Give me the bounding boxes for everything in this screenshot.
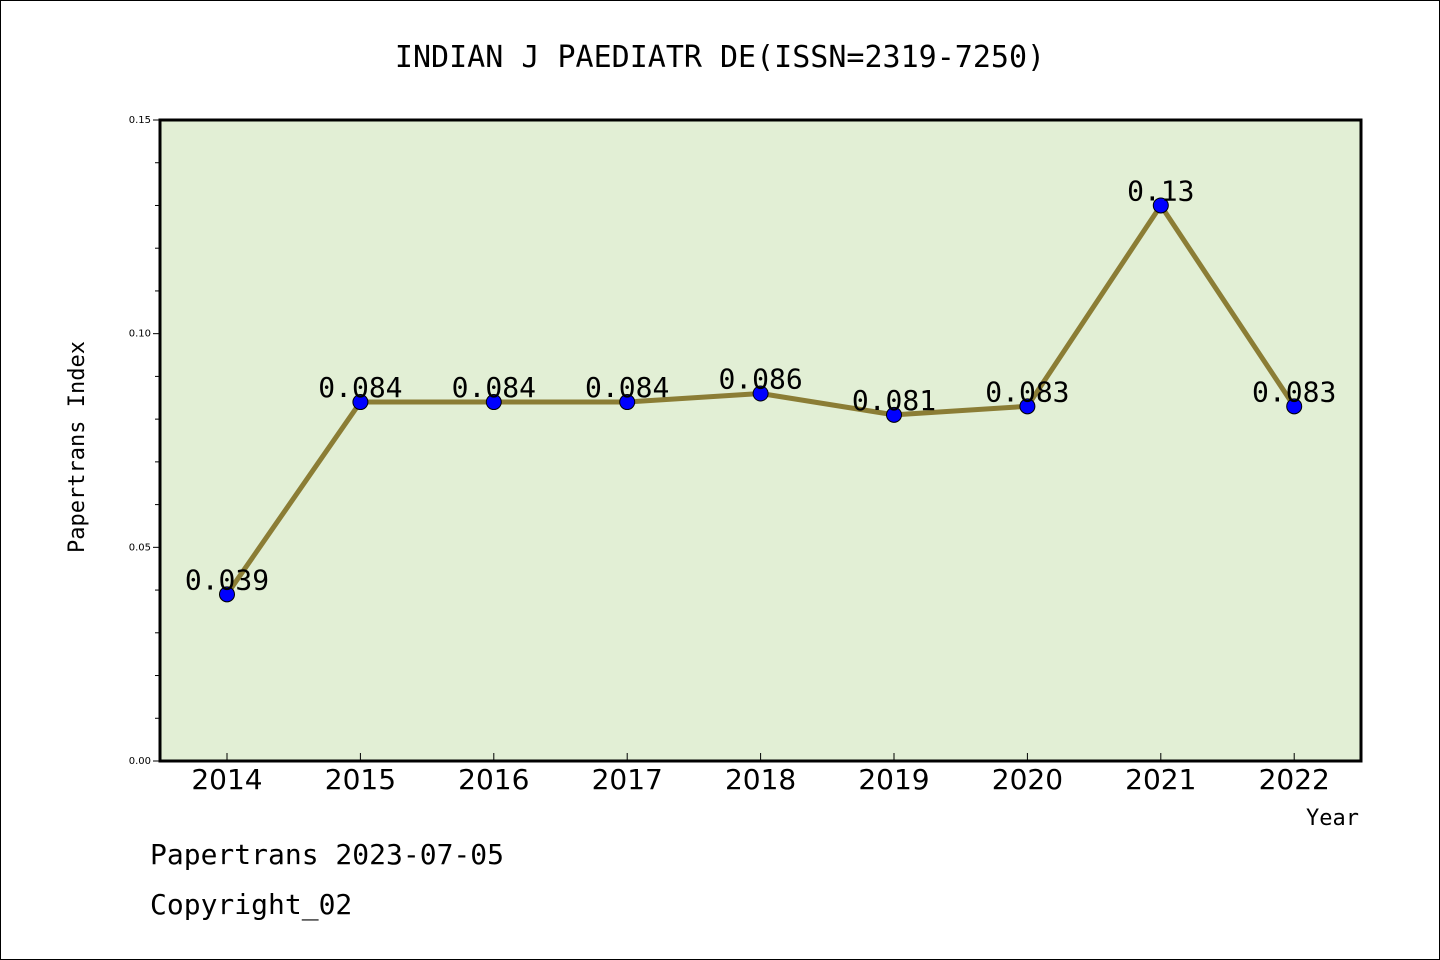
data-label: 0.084 (585, 371, 669, 404)
y-tick-label: 0.05 (129, 542, 151, 553)
data-label: 0.083 (1252, 375, 1336, 408)
footer-date: Papertrans 2023-07-05 (150, 838, 504, 871)
data-label: 0.039 (185, 563, 269, 596)
data-point (886, 406, 902, 423)
data-label: 0.083 (985, 375, 1069, 408)
x-tick-label: 2018 (725, 763, 796, 796)
x-tick-label: 2020 (992, 763, 1063, 796)
data-label: 0.086 (718, 362, 802, 395)
data-label: 0.081 (852, 384, 936, 417)
y-tick-label: 0.15 (129, 115, 151, 126)
data-label: 0.13 (1127, 174, 1194, 207)
data-point (752, 385, 769, 402)
data-point (1019, 398, 1036, 415)
x-tick-label: 2019 (858, 763, 929, 796)
x-axis-ticks: 2014 2015 2016 2017 2018 2019 2020 2021 2022 (191, 753, 1330, 796)
footer-copyright: Copyright_02 (150, 888, 352, 922)
x-tick-label: 2014 (191, 763, 262, 796)
x-tick-label: 2021 (1125, 763, 1196, 796)
data-label-layer: 0.039 0.084 0.084 0.084 0.086 0.081 0.083 0.13 0… (185, 174, 1336, 596)
data-point (485, 394, 502, 411)
x-axis-label: Year (1306, 806, 1359, 831)
data-label: 0.084 (452, 371, 536, 404)
x-tick-label: 2016 (458, 763, 529, 796)
plot-area (158, 118, 1363, 763)
data-label: 0.084 (318, 371, 402, 404)
data-point (219, 586, 235, 603)
y-tick-label: 0.10 (129, 329, 151, 340)
chart-title: INDIAN J PAEDIATR DE(ISSN=2319-7250) (395, 40, 1045, 75)
x-tick-label: 2015 (325, 763, 396, 796)
series-layer (219, 197, 1303, 603)
y-axis-ticks: 0.00 0.05 0.10 0.15 (129, 115, 160, 767)
data-point (1286, 398, 1303, 415)
x-tick-label: 2022 (1259, 763, 1330, 796)
data-point (619, 394, 636, 411)
x-tick-label: 2017 (592, 763, 663, 796)
data-point (1152, 197, 1169, 214)
y-tick-label: 0.00 (129, 756, 151, 767)
data-point (352, 394, 369, 411)
y-axis-label: Papertrans Index (65, 341, 90, 553)
